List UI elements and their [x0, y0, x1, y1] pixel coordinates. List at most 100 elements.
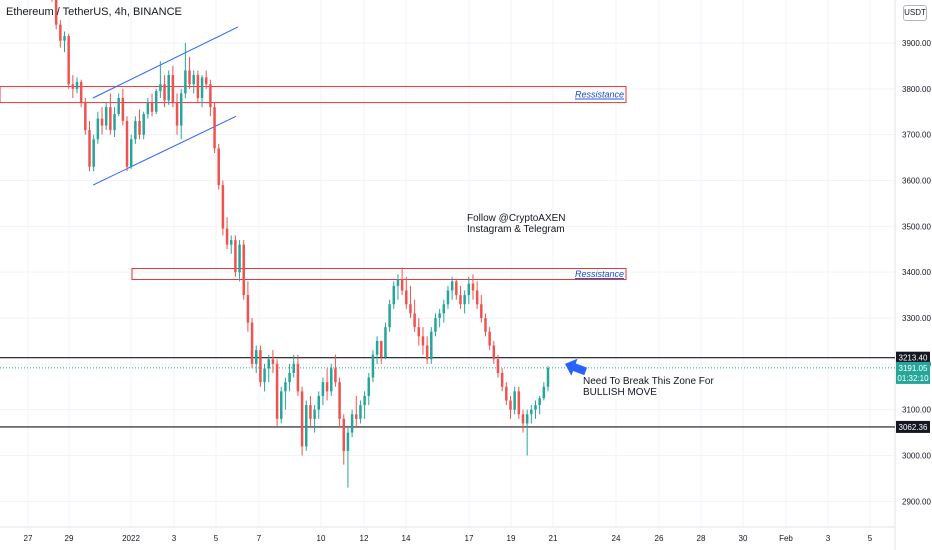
candle-body [450, 281, 454, 291]
candle-body [330, 368, 333, 392]
candle-body [154, 91, 158, 112]
candle-body [346, 432, 350, 451]
candle-body [475, 290, 479, 305]
last-price-bg [896, 361, 930, 384]
chart-symbol-title[interactable]: Ethereum / TetherUS, 4h, BINANCE [6, 6, 182, 18]
x-tick-label: 7 [257, 534, 262, 543]
candle-body [425, 345, 429, 360]
follow-annotation: Follow @CryptoAXEN Instagram & Telegram [467, 213, 566, 235]
candle-body [271, 359, 275, 364]
candle-body [388, 304, 391, 328]
candle-body [317, 395, 321, 410]
candle-body [229, 240, 233, 245]
candle-body [459, 295, 462, 305]
support-price-label-bg [896, 420, 930, 433]
callout-line-2: BULLISH MOVE [583, 387, 657, 398]
x-tick-label: 21 [549, 534, 558, 543]
candle-body [279, 391, 283, 419]
candle-body [146, 102, 150, 115]
candle-body [396, 279, 400, 286]
y-tick-label: 3800.00 [902, 85, 931, 94]
resistance-label: Ressistance [575, 269, 624, 279]
y-tick-label: 3600.00 [902, 177, 931, 186]
candle-body [484, 318, 487, 332]
candle-body [488, 331, 491, 346]
candle-body [355, 414, 358, 419]
candle-body [442, 304, 446, 314]
candle-body [188, 70, 191, 85]
y-tick-label: 3400.00 [902, 268, 931, 277]
candle-body [421, 336, 425, 346]
x-tick-label: Feb [779, 534, 793, 543]
candle-body [138, 120, 141, 135]
x-tick-label: 29 [65, 534, 74, 543]
candle-body [546, 367, 550, 387]
candle-body [92, 139, 95, 167]
candle-body [225, 228, 229, 245]
y-tick-label: 3900.00 [902, 39, 931, 48]
candle-body [363, 395, 366, 406]
x-tick-label: 17 [465, 534, 474, 543]
x-tick-label: 24 [612, 534, 621, 543]
candle-body [455, 281, 458, 296]
x-tick-label: 5 [868, 534, 873, 543]
candle-body [446, 290, 450, 305]
candle-body [234, 240, 237, 273]
candle-body [175, 102, 179, 126]
candle-body [275, 363, 279, 419]
x-tick-label: 5 [214, 534, 219, 543]
candle-body [163, 84, 166, 101]
candle-body [371, 354, 375, 378]
candle-body [250, 322, 254, 364]
candle-body [530, 409, 533, 415]
x-tick-label: 19 [507, 534, 516, 543]
candle-body [538, 398, 541, 406]
candle-body [467, 283, 471, 296]
channel-lower-line [92, 115, 237, 186]
candle-body [254, 350, 258, 364]
candle-body [238, 244, 241, 273]
candle-body [259, 350, 262, 383]
x-tick-label: 30 [739, 534, 748, 543]
candle-body [284, 382, 287, 392]
x-tick-label: 14 [402, 534, 411, 543]
candle-body [405, 290, 408, 305]
candle-body [384, 327, 387, 357]
candle-body [142, 114, 145, 135]
candle-body [184, 70, 187, 94]
candle-body [179, 93, 183, 126]
candle-body [480, 304, 483, 318]
candle-body [338, 382, 341, 419]
candle-body [413, 313, 416, 328]
candle-body [375, 340, 379, 355]
candle-body [513, 391, 516, 410]
candle-body [430, 331, 433, 360]
support-price-label: 3062.36 [899, 423, 928, 432]
candle-body [100, 118, 104, 126]
y-tick-label: 3500.00 [902, 222, 931, 231]
countdown-label: 01:32:10 [897, 374, 929, 383]
y-tick-label: 3300.00 [902, 314, 931, 323]
candle-body [342, 418, 346, 451]
candle-body [434, 318, 437, 332]
candle-body [221, 185, 225, 229]
last-price-label: 3191.05 [899, 364, 928, 373]
currency-button[interactable]: USDT [903, 5, 927, 21]
candle-body [505, 386, 508, 401]
candle-body [517, 391, 521, 415]
candle-body [534, 405, 537, 410]
y-tick-label: 3000.00 [902, 452, 931, 461]
candle-body [438, 313, 441, 318]
candle-body [167, 75, 170, 101]
x-tick-label: 26 [655, 534, 664, 543]
candle-body [509, 400, 512, 410]
candle-body [121, 98, 125, 121]
candle-body [150, 102, 154, 112]
candle-body [296, 363, 300, 392]
x-tick-label: 28 [697, 534, 706, 543]
candle-body [496, 359, 500, 373]
candle-body [96, 118, 100, 140]
candle-body [104, 107, 108, 126]
candle-body [309, 405, 312, 419]
